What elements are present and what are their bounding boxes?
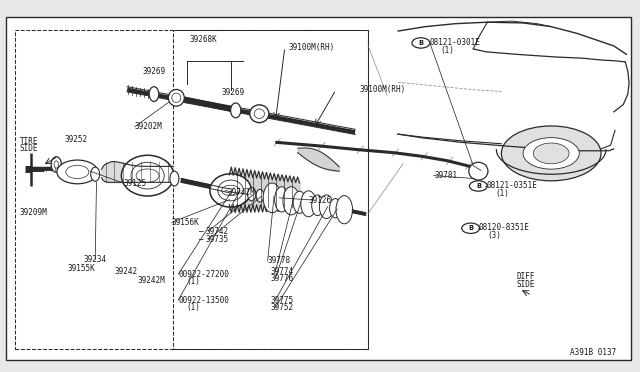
Ellipse shape xyxy=(210,174,252,207)
Text: 39778: 39778 xyxy=(268,256,291,265)
Text: (3): (3) xyxy=(487,231,501,240)
Ellipse shape xyxy=(170,171,179,186)
Text: 39100M(RH): 39100M(RH) xyxy=(360,85,406,94)
Ellipse shape xyxy=(468,162,488,180)
Text: 39242: 39242 xyxy=(115,267,138,276)
Text: 39742M: 39742M xyxy=(227,188,255,197)
Bar xyxy=(173,31,368,349)
Text: 39202M: 39202M xyxy=(135,122,163,131)
Ellipse shape xyxy=(256,189,264,202)
Text: —: — xyxy=(198,227,204,236)
Ellipse shape xyxy=(275,187,289,212)
Ellipse shape xyxy=(312,195,323,216)
Text: 39774: 39774 xyxy=(270,267,293,276)
Text: 39125: 39125 xyxy=(124,179,147,187)
Bar xyxy=(15,31,368,349)
Text: B: B xyxy=(468,225,473,231)
Text: 39242M: 39242M xyxy=(138,276,166,285)
Text: 39742: 39742 xyxy=(205,227,228,236)
Text: 39781: 39781 xyxy=(435,171,458,180)
Ellipse shape xyxy=(250,105,269,123)
Text: SIDE: SIDE xyxy=(516,280,535,289)
Text: 39268K: 39268K xyxy=(189,35,217,44)
Text: (1): (1) xyxy=(440,46,454,55)
Text: (1): (1) xyxy=(186,277,200,286)
Text: A391B 0137: A391B 0137 xyxy=(570,347,616,356)
Ellipse shape xyxy=(168,89,184,106)
Text: 00922-27200: 00922-27200 xyxy=(178,270,229,279)
Text: 08121-0301E: 08121-0301E xyxy=(430,38,481,47)
Text: 39155K: 39155K xyxy=(68,264,95,273)
Ellipse shape xyxy=(501,126,601,181)
Text: 39269: 39269 xyxy=(143,67,166,76)
Ellipse shape xyxy=(91,167,100,181)
Ellipse shape xyxy=(336,196,353,224)
Ellipse shape xyxy=(523,138,579,169)
Text: 39735: 39735 xyxy=(205,235,228,244)
Circle shape xyxy=(57,160,98,184)
Ellipse shape xyxy=(122,155,173,196)
Text: —: — xyxy=(198,235,204,244)
Text: (1): (1) xyxy=(186,303,200,312)
Text: 39209M: 39209M xyxy=(20,208,47,217)
Ellipse shape xyxy=(149,87,159,102)
Text: B: B xyxy=(419,40,424,46)
Ellipse shape xyxy=(301,191,316,217)
Text: B: B xyxy=(476,183,481,189)
Text: 39100M(RH): 39100M(RH) xyxy=(288,42,334,51)
Text: 39776: 39776 xyxy=(270,274,293,283)
Text: 39752: 39752 xyxy=(270,303,293,312)
Ellipse shape xyxy=(248,187,256,201)
Text: 39234: 39234 xyxy=(84,255,107,264)
Text: SIDE: SIDE xyxy=(20,144,38,153)
Text: 39252: 39252 xyxy=(65,135,88,144)
Ellipse shape xyxy=(293,191,306,214)
Text: 39775: 39775 xyxy=(270,296,293,305)
Text: 00922-13500: 00922-13500 xyxy=(178,296,229,305)
Ellipse shape xyxy=(263,183,281,213)
Ellipse shape xyxy=(230,103,241,118)
Ellipse shape xyxy=(283,187,300,215)
Text: 39126: 39126 xyxy=(308,196,332,205)
Text: 39269: 39269 xyxy=(221,88,244,97)
Ellipse shape xyxy=(51,157,61,172)
Text: DIFF: DIFF xyxy=(516,272,535,281)
Circle shape xyxy=(533,143,569,164)
Ellipse shape xyxy=(330,199,341,218)
Text: 08120-8351E: 08120-8351E xyxy=(478,223,529,232)
Text: (1): (1) xyxy=(495,189,509,198)
Ellipse shape xyxy=(319,195,333,219)
Text: TIRE: TIRE xyxy=(20,137,38,146)
Text: 08121-0351E: 08121-0351E xyxy=(486,181,537,190)
Text: 39156K: 39156K xyxy=(172,218,200,227)
